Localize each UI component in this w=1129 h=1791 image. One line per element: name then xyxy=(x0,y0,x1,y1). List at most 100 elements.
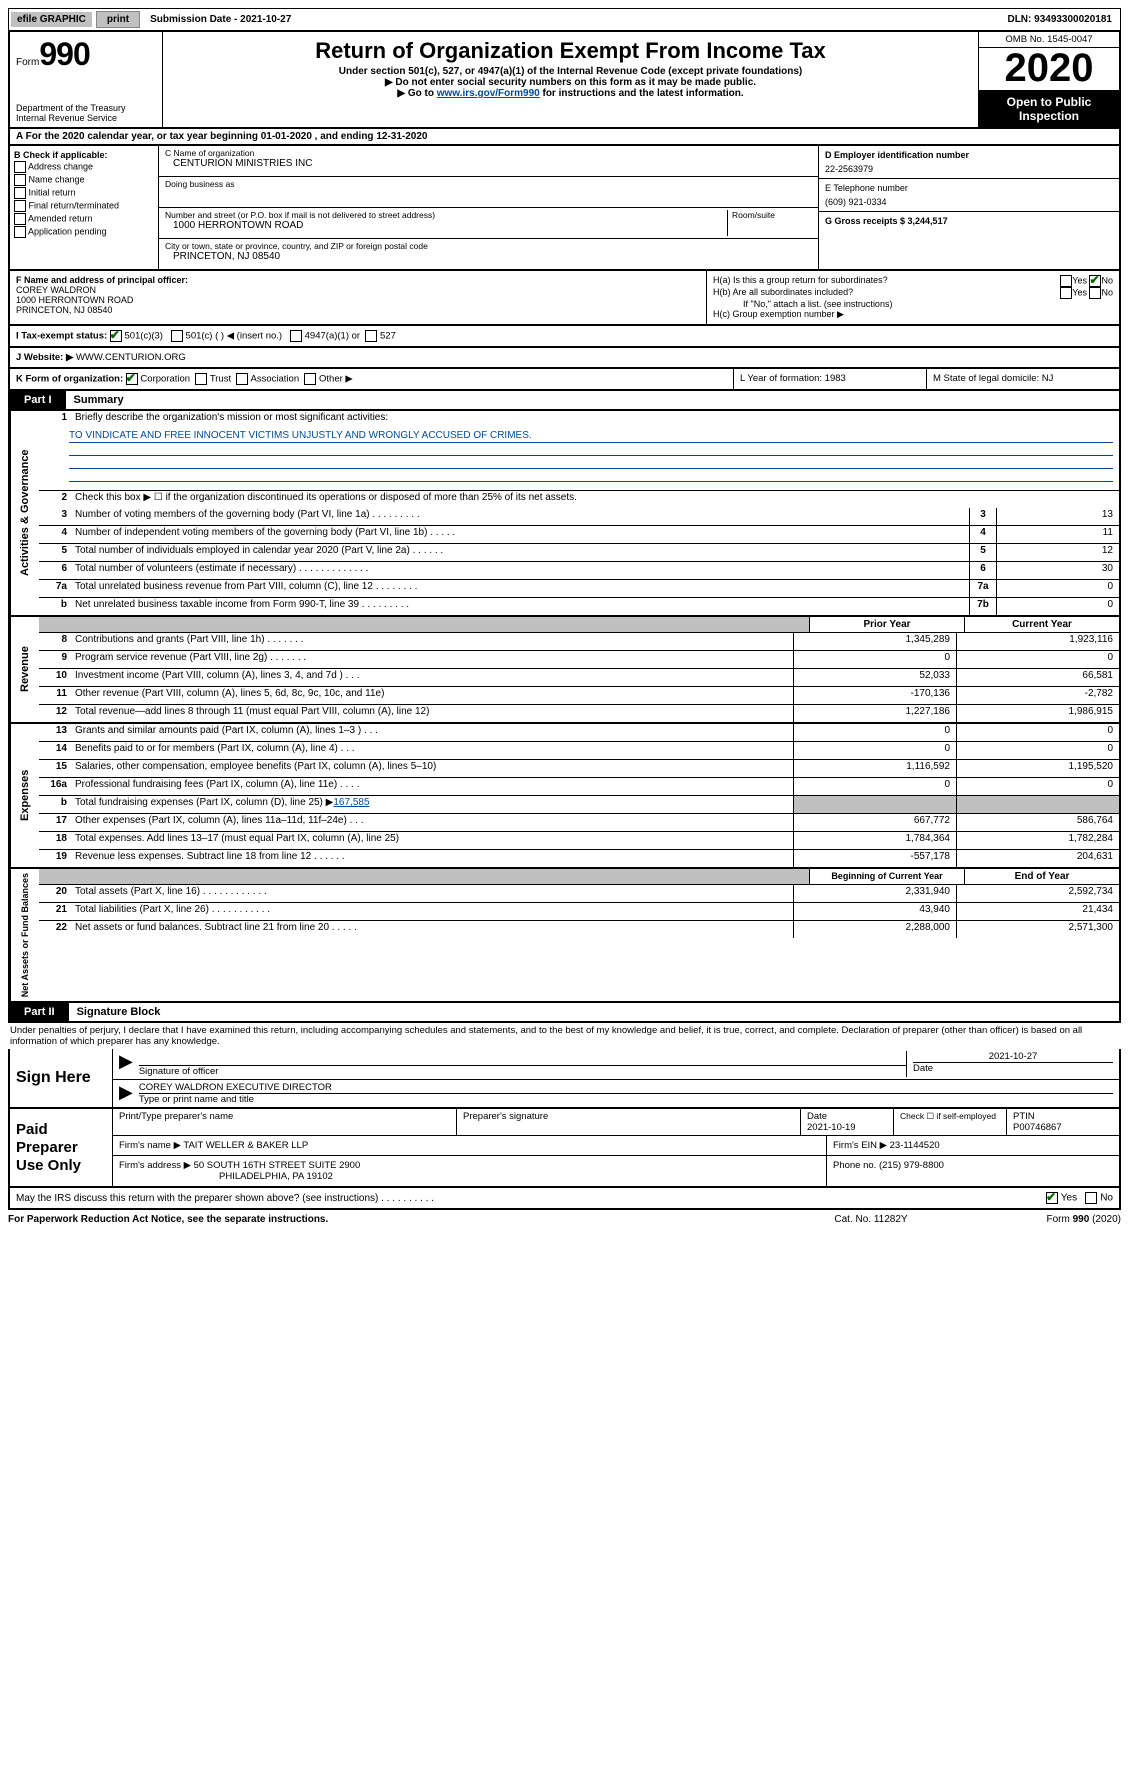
opt-initial: Initial return xyxy=(29,187,76,197)
form-number: Form990 xyxy=(16,36,156,73)
dln-label: DLN: 93493300020181 xyxy=(1007,14,1118,25)
hb-no: No xyxy=(1101,287,1113,297)
tax-year: 2020 xyxy=(979,48,1119,91)
part-2-title: Signature Block xyxy=(69,1003,169,1021)
p18: 1,784,364 xyxy=(793,832,956,849)
sign-here-label: Sign Here xyxy=(10,1049,113,1107)
ha-yes-checkbox[interactable] xyxy=(1060,275,1072,287)
hb-label: H(b) Are all subordinates included? xyxy=(713,287,853,299)
val-6: 30 xyxy=(996,562,1119,579)
firm-addr2: PHILADELPHIA, PA 19102 xyxy=(119,1171,820,1182)
line-2: Check this box ▶ ☐ if the organization d… xyxy=(71,491,1119,508)
section-net-assets: Net Assets or Fund Balances Beginning of… xyxy=(8,869,1121,1003)
val-7b: 0 xyxy=(996,598,1119,615)
current-year-hdr: Current Year xyxy=(964,617,1119,632)
section-revenue: Revenue Prior Year Current Year 8Contrib… xyxy=(8,617,1121,724)
part-2-tab: Part II xyxy=(10,1003,69,1021)
label-dba: Doing business as xyxy=(165,179,812,189)
col-d-e-g: D Employer identification number 22-2563… xyxy=(818,146,1119,269)
label-form-org: K Form of organization: xyxy=(16,374,123,385)
cb-501c3[interactable] xyxy=(110,330,122,342)
discuss-yes-cb[interactable] xyxy=(1046,1192,1058,1204)
discuss-no-cb[interactable] xyxy=(1085,1192,1097,1204)
part-2-header: Part II Signature Block xyxy=(8,1003,1121,1023)
opt-trust: Trust xyxy=(210,374,231,385)
ha-no-checkbox[interactable] xyxy=(1089,275,1101,287)
checkbox-name-change[interactable] xyxy=(14,174,26,186)
cb-corp[interactable] xyxy=(126,373,138,385)
org-name: CENTURION MINISTRIES INC xyxy=(165,158,812,169)
ptin-hdr: PTIN xyxy=(1013,1111,1113,1122)
c15: 1,195,520 xyxy=(956,760,1119,777)
checkbox-amended[interactable] xyxy=(14,213,26,225)
p17: 667,772 xyxy=(793,814,956,831)
checkbox-address-change[interactable] xyxy=(14,161,26,173)
city-state-zip: PRINCETON, NJ 08540 xyxy=(165,251,812,262)
line-19: Revenue less expenses. Subtract line 18 … xyxy=(71,850,793,867)
col-c-name-address: C Name of organization CENTURION MINISTR… xyxy=(159,146,818,269)
row-i-tax-status: I Tax-exempt status: 501(c)(3) 501(c) ( … xyxy=(8,326,1121,348)
c21: 21,434 xyxy=(956,903,1119,920)
page-footer: For Paperwork Reduction Act Notice, see … xyxy=(8,1210,1121,1229)
form-header: Form990 Department of the Treasury Inter… xyxy=(8,31,1121,129)
part-1-header: Part I Summary xyxy=(8,391,1121,411)
firm-name: TAIT WELLER & BAKER LLP xyxy=(183,1140,308,1151)
prior-year-hdr: Prior Year xyxy=(809,617,964,632)
firm-phone-lbl: Phone no. xyxy=(833,1160,876,1171)
print-button[interactable]: print xyxy=(96,11,140,28)
firm-addr1: 50 SOUTH 16TH STREET SUITE 2900 xyxy=(194,1160,361,1171)
p11: -170,136 xyxy=(793,687,956,704)
cb-trust[interactable] xyxy=(195,373,207,385)
footer-pra: For Paperwork Reduction Act Notice, see … xyxy=(8,1214,771,1225)
p21: 43,940 xyxy=(793,903,956,920)
checkbox-final-return[interactable] xyxy=(14,200,26,212)
open-line2: Inspection xyxy=(981,109,1117,123)
l16b-label: Total fundraising expenses (Part IX, col… xyxy=(75,797,333,808)
line-20: Total assets (Part X, line 16) . . . . .… xyxy=(71,885,793,902)
cb-assoc[interactable] xyxy=(236,373,248,385)
top-bar: efile GRAPHIC print Submission Date - 20… xyxy=(8,8,1121,31)
opt-501c: 501(c) ( ) ◀ (insert no.) xyxy=(186,331,283,342)
gross-receipts: G Gross receipts $ 3,244,517 xyxy=(825,216,1113,226)
prep-selfemp: Check ☐ if self-employed xyxy=(894,1109,1007,1135)
phone-value: (609) 921-0334 xyxy=(825,193,1113,207)
irs-label: Internal Revenue Service xyxy=(16,113,156,123)
label-city: City or town, state or province, country… xyxy=(165,241,812,251)
website-url[interactable]: WWW.CENTURION.ORG xyxy=(76,352,186,363)
ein-value: 22-2563979 xyxy=(825,160,1113,174)
cb-501c[interactable] xyxy=(171,330,183,342)
line-12: Total revenue—add lines 8 through 11 (mu… xyxy=(71,705,793,722)
opt-final: Final return/terminated xyxy=(29,200,120,210)
checkbox-initial-return[interactable] xyxy=(14,187,26,199)
mission-text-area: TO VINDICATE AND FREE INNOCENT VICTIMS U… xyxy=(39,428,1119,490)
hb-note: If "No," attach a list. (see instruction… xyxy=(713,299,1113,309)
irs-link[interactable]: www.irs.gov/Form990 xyxy=(437,88,540,99)
line-4: Number of independent voting members of … xyxy=(71,526,969,543)
cb-527[interactable] xyxy=(365,330,377,342)
side-revenue: Revenue xyxy=(10,617,39,722)
checkbox-app-pending[interactable] xyxy=(14,226,26,238)
firm-ein-lbl: Firm's EIN ▶ xyxy=(833,1140,887,1151)
p12: 1,227,186 xyxy=(793,705,956,722)
subtitle-1: Under section 501(c), 527, or 4947(a)(1)… xyxy=(169,66,972,77)
submission-date: Submission Date - 2021-10-27 xyxy=(144,12,297,27)
hb-yes-checkbox[interactable] xyxy=(1060,287,1072,299)
label-room: Room/suite xyxy=(732,210,812,220)
hb-no-checkbox[interactable] xyxy=(1089,287,1101,299)
l16b-value: 167,585 xyxy=(333,797,369,808)
p15: 1,116,592 xyxy=(793,760,956,777)
discuss-yes: Yes xyxy=(1061,1193,1077,1204)
p14: 0 xyxy=(793,742,956,759)
entity-info-block: B Check if applicable: Address change Na… xyxy=(8,146,1121,271)
cb-4947[interactable] xyxy=(290,330,302,342)
sign-here-block: Sign Here ▶ Signature of officer 2021-10… xyxy=(8,1049,1121,1109)
label-phone: E Telephone number xyxy=(825,183,1113,193)
cb-other[interactable] xyxy=(304,373,316,385)
c17: 586,764 xyxy=(956,814,1119,831)
c12: 1,986,915 xyxy=(956,705,1119,722)
row-j-website: J Website: ▶ WWW.CENTURION.ORG xyxy=(8,348,1121,369)
arrow-icon: ▶ xyxy=(119,1051,139,1077)
hc-label: H(c) Group exemption number ▶ xyxy=(713,309,1113,320)
opt-pending: Application pending xyxy=(28,226,107,236)
opt-527: 527 xyxy=(380,331,396,342)
